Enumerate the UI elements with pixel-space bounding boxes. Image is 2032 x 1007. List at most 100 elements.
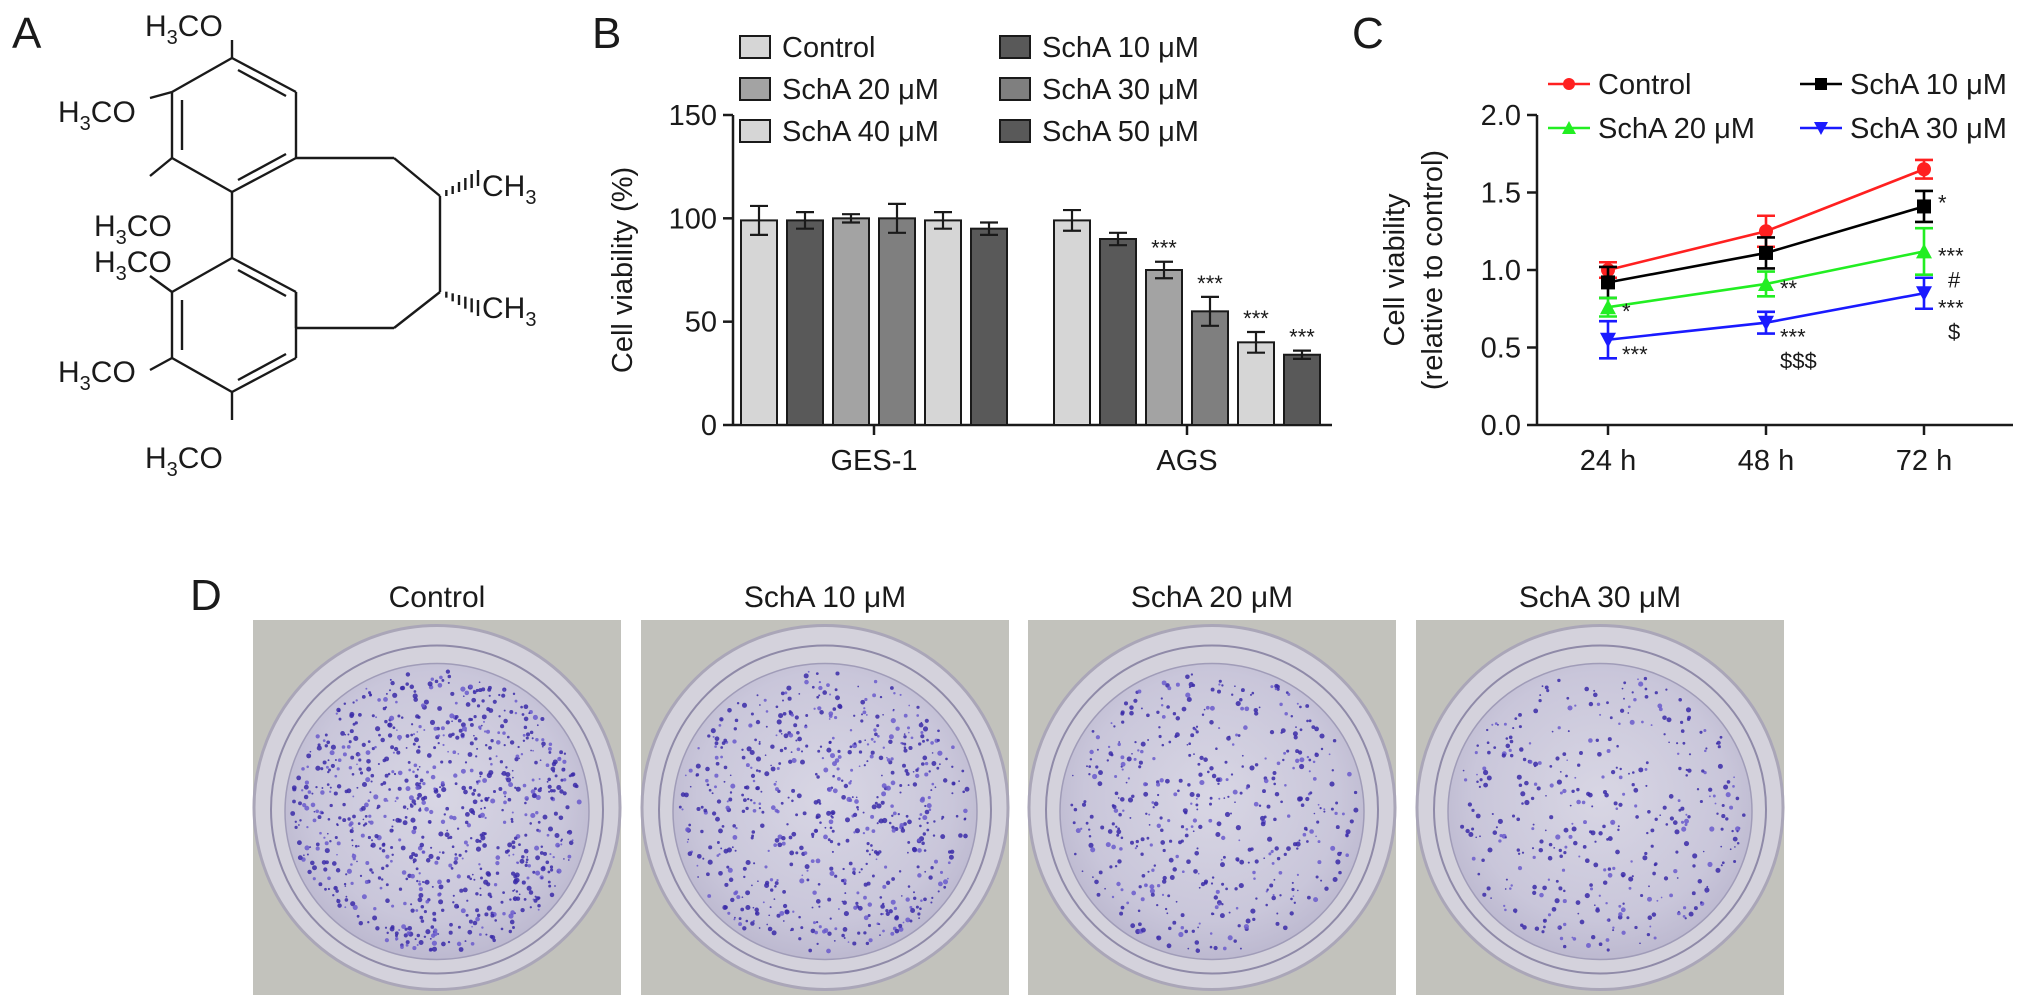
colony [801, 874, 804, 877]
colony [469, 836, 473, 840]
colony [1539, 839, 1544, 844]
colony [559, 750, 564, 755]
colony [705, 778, 709, 783]
colony [1251, 691, 1255, 695]
colony [1476, 773, 1478, 776]
y-tick-label: 0.5 [1481, 333, 1521, 365]
colony [1313, 812, 1316, 815]
colony [1567, 730, 1570, 733]
colony [473, 878, 476, 881]
colony [1175, 682, 1180, 687]
colony [306, 753, 312, 759]
colony [377, 698, 381, 702]
data-point [1759, 224, 1773, 239]
colony [558, 815, 564, 821]
colony [1563, 889, 1566, 893]
colony [926, 803, 932, 809]
colony [1508, 748, 1512, 753]
colony [392, 726, 396, 730]
colony [452, 901, 455, 904]
significance-label: *** [1243, 306, 1269, 331]
colony [1117, 742, 1121, 747]
colony [429, 809, 434, 815]
colony [507, 797, 512, 802]
colony [406, 808, 409, 810]
colony [770, 766, 776, 772]
colony [1225, 887, 1228, 891]
colony [1605, 901, 1608, 905]
colony [440, 908, 445, 913]
colony [361, 894, 367, 900]
data-point [1600, 299, 1616, 315]
colony [471, 697, 477, 703]
colony [758, 927, 761, 929]
colony [1296, 889, 1299, 892]
colony [390, 859, 393, 863]
colony [750, 712, 754, 716]
colony [907, 885, 911, 888]
colony [773, 843, 778, 847]
colony [1565, 774, 1568, 778]
colony [479, 775, 482, 778]
colony [1113, 808, 1119, 813]
colony [480, 835, 486, 841]
colony [1111, 895, 1115, 899]
colony [871, 849, 874, 851]
colony [1657, 703, 1663, 709]
colony [834, 688, 838, 692]
colony [716, 841, 720, 844]
bar [878, 217, 916, 426]
colony [533, 787, 537, 791]
double-bond [237, 268, 287, 298]
colony [1140, 837, 1145, 842]
colony [1646, 831, 1649, 835]
colony [1197, 762, 1201, 766]
colony [1282, 925, 1288, 931]
colony [486, 772, 492, 778]
colony [736, 701, 740, 705]
colony [484, 912, 489, 917]
colony [1583, 820, 1587, 825]
colony [443, 813, 446, 816]
colony [1736, 830, 1739, 833]
colony [369, 791, 372, 794]
colony [905, 897, 910, 902]
colony [1497, 818, 1503, 824]
colony [792, 910, 795, 913]
colony [1222, 855, 1226, 859]
colony [352, 814, 356, 819]
colony [1231, 693, 1234, 696]
y-tick-label: 2.0 [1481, 100, 1521, 132]
colony [1471, 808, 1475, 813]
colony [1235, 733, 1239, 737]
colony [720, 847, 723, 850]
colony [528, 890, 534, 895]
colony [714, 755, 719, 760]
colony [870, 844, 873, 847]
colony [1539, 694, 1542, 697]
colony [770, 764, 772, 767]
colony [745, 806, 749, 811]
colony [1239, 947, 1242, 950]
colony [484, 797, 489, 801]
dish-wall [270, 644, 604, 975]
colony [398, 928, 401, 932]
colony [405, 672, 411, 677]
colony [819, 821, 822, 824]
colony [1662, 715, 1667, 720]
colony [1197, 926, 1199, 929]
colony [849, 745, 853, 749]
colony [1522, 757, 1527, 762]
colony [303, 854, 305, 856]
colony [1125, 781, 1128, 784]
colony [448, 863, 453, 868]
colony [799, 845, 804, 851]
colony [721, 741, 726, 745]
colony [1227, 795, 1230, 798]
colony [343, 702, 347, 705]
colony [1184, 833, 1189, 838]
colony [777, 842, 783, 848]
colony [421, 850, 426, 854]
colony [468, 684, 473, 689]
colony [767, 926, 773, 932]
